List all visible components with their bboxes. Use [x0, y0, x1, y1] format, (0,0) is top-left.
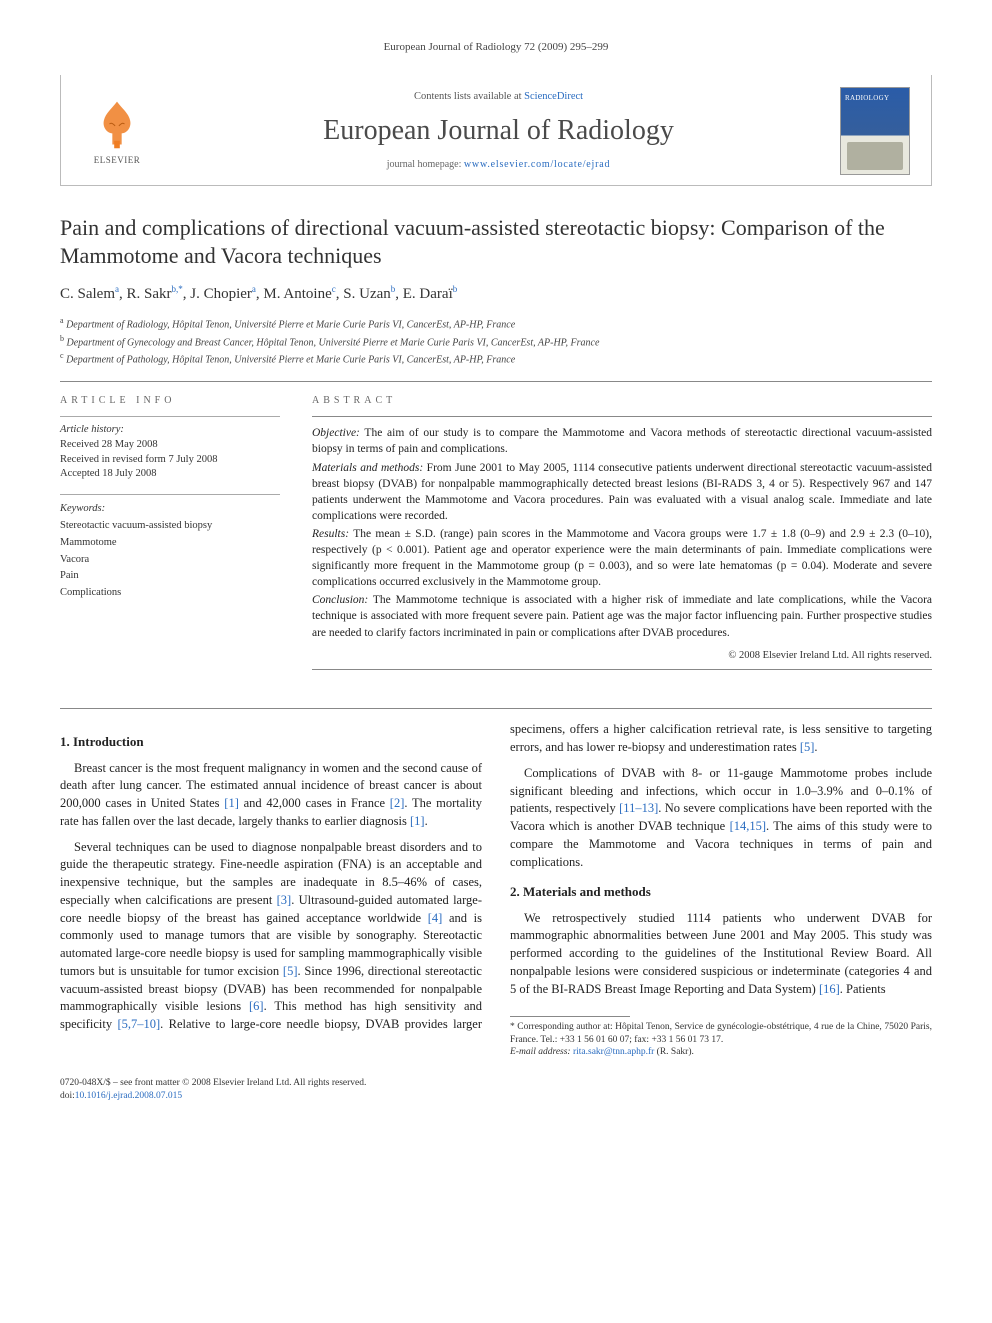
- corresponding-author-footnote: * Corresponding author at: Hôpital Tenon…: [510, 1021, 932, 1058]
- history-label: Article history:: [60, 423, 280, 438]
- journal-banner: ELSEVIER Contents lists available at Sci…: [60, 75, 932, 186]
- affiliation: a Department of Radiology, Hôpital Tenon…: [60, 315, 932, 332]
- affiliation: c Department of Pathology, Hôpital Tenon…: [60, 350, 932, 367]
- keyword: Stereotactic vacuum-assisted biopsy: [60, 518, 280, 535]
- history-line: Received in revised form 7 July 2008: [60, 453, 280, 468]
- page-footer: 0720-048X/$ – see front matter © 2008 El…: [60, 1077, 932, 1104]
- abstract-section: Materials and methods: From June 2001 to…: [312, 460, 932, 524]
- publisher-logo-block: ELSEVIER: [77, 96, 157, 167]
- front-matter-line: 0720-048X/$ – see front matter © 2008 El…: [60, 1077, 366, 1090]
- intro-para-3: Complications of DVAB with 8- or 11-gaug…: [510, 765, 932, 872]
- contents-prefix: Contents lists available at: [414, 91, 524, 102]
- author-list: C. Salema, R. Sakrb,*, J. Chopiera, M. A…: [60, 283, 932, 305]
- ref-link[interactable]: [16]: [819, 982, 840, 996]
- article-body: 1. Introduction Breast cancer is the mos…: [60, 721, 932, 1058]
- keyword: Complications: [60, 585, 280, 602]
- abstract-section: Results: The mean ± S.D. (range) pain sc…: [312, 526, 932, 590]
- intro-para-1: Breast cancer is the most frequent malig…: [60, 760, 482, 831]
- ref-link[interactable]: [1]: [410, 814, 425, 828]
- ref-link[interactable]: [1]: [224, 796, 239, 810]
- sciencedirect-link[interactable]: ScienceDirect: [524, 91, 583, 102]
- ref-link[interactable]: [11–13]: [619, 801, 658, 815]
- history-line: Received 28 May 2008: [60, 438, 280, 453]
- ref-link[interactable]: [4]: [428, 911, 443, 925]
- keyword: Vacora: [60, 552, 280, 569]
- keyword: Mammotome: [60, 535, 280, 552]
- keywords-label: Keywords:: [60, 501, 280, 518]
- article-history: Article history: Received 28 May 2008Rec…: [60, 423, 280, 482]
- cover-label: RADIOLOGY: [845, 94, 889, 104]
- journal-homepage-link[interactable]: www.elsevier.com/locate/ejrad: [464, 159, 610, 170]
- abstract-section: Conclusion: The Mammotome technique is a…: [312, 592, 932, 640]
- email-label: E-mail address:: [510, 1047, 573, 1057]
- ref-link[interactable]: [6]: [249, 999, 264, 1013]
- ref-link[interactable]: [14,15]: [730, 819, 766, 833]
- ref-link[interactable]: [3]: [277, 893, 292, 907]
- affiliations: a Department of Radiology, Hôpital Tenon…: [60, 315, 932, 367]
- abstract-section: Objective: The aim of our study is to co…: [312, 425, 932, 457]
- corresponding-email-link[interactable]: rita.sakr@tnn.aphp.fr: [573, 1047, 654, 1057]
- journal-name: European Journal of Radiology: [173, 111, 824, 150]
- abstract-copyright: © 2008 Elsevier Ireland Ltd. All rights …: [312, 649, 932, 664]
- divider: [60, 381, 932, 382]
- footnote-separator: [510, 1016, 630, 1017]
- abstract-column: ABSTRACT Objective: The aim of our study…: [312, 394, 932, 682]
- section-1-heading: 1. Introduction: [60, 733, 482, 751]
- methods-para-1: We retrospectively studied 1114 patients…: [510, 910, 932, 999]
- keywords-block: Keywords: Stereotactic vacuum-assisted b…: [60, 501, 280, 602]
- running-head: European Journal of Radiology 72 (2009) …: [60, 40, 932, 55]
- abstract-head: ABSTRACT: [312, 394, 932, 408]
- affiliation: b Department of Gynecology and Breast Ca…: [60, 333, 932, 350]
- doi-label: doi:: [60, 1091, 75, 1101]
- journal-homepage-line: journal homepage: www.elsevier.com/locat…: [173, 158, 824, 172]
- history-line: Accepted 18 July 2008: [60, 467, 280, 482]
- ref-link[interactable]: [2]: [390, 796, 405, 810]
- ref-link[interactable]: [5,7–10]: [117, 1017, 160, 1031]
- homepage-prefix: journal homepage:: [387, 159, 464, 170]
- elsevier-tree-icon: [89, 96, 145, 152]
- contents-available-line: Contents lists available at ScienceDirec…: [173, 90, 824, 105]
- ref-link[interactable]: [5]: [283, 964, 298, 978]
- keyword: Pain: [60, 568, 280, 585]
- journal-cover-thumbnail: RADIOLOGY: [840, 87, 910, 175]
- publisher-name: ELSEVIER: [94, 154, 141, 167]
- article-info-column: ARTICLE INFO Article history: Received 2…: [60, 394, 280, 682]
- ref-link[interactable]: [5]: [800, 740, 815, 754]
- article-info-head: ARTICLE INFO: [60, 394, 280, 408]
- section-2-heading: 2. Materials and methods: [510, 883, 932, 901]
- article-title: Pain and complications of directional va…: [60, 214, 932, 269]
- doi-link[interactable]: 10.1016/j.ejrad.2008.07.015: [75, 1091, 182, 1101]
